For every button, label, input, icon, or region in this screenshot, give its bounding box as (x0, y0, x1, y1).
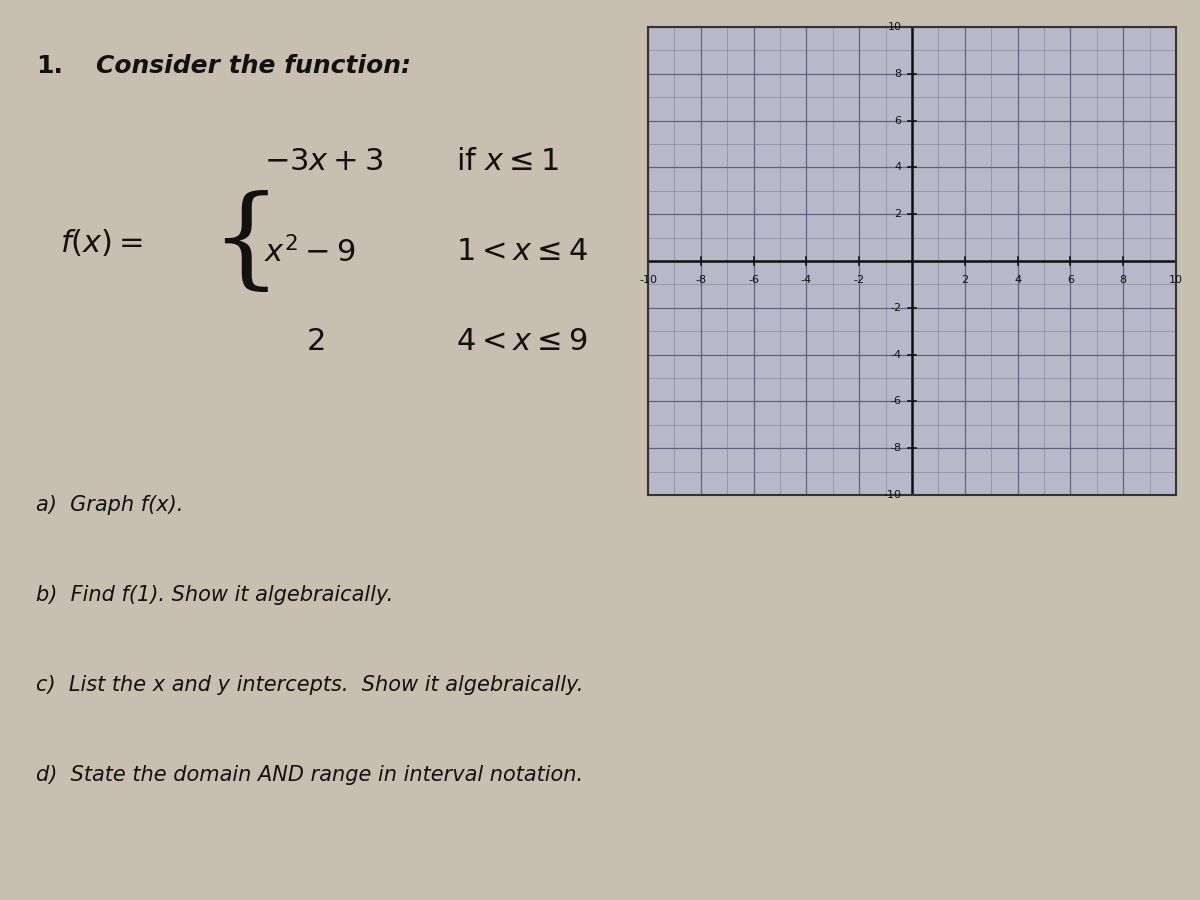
Text: a)  Graph f(x).: a) Graph f(x). (36, 495, 184, 515)
Text: $1<x\leq4$: $1<x\leq4$ (456, 238, 588, 266)
Text: 4: 4 (1014, 275, 1021, 285)
Text: -2: -2 (890, 302, 901, 313)
Text: 8: 8 (1120, 275, 1127, 285)
Text: $2$: $2$ (306, 328, 324, 356)
Text: c)  List the x and y intercepts.  Show it algebraically.: c) List the x and y intercepts. Show it … (36, 675, 583, 695)
Text: 10: 10 (888, 22, 901, 32)
Text: 1.: 1. (36, 54, 62, 78)
Text: -10: -10 (640, 275, 658, 285)
Text: -10: -10 (883, 490, 901, 500)
Text: 10: 10 (1169, 275, 1183, 285)
Text: -8: -8 (890, 443, 901, 454)
Text: -6: -6 (748, 275, 760, 285)
Text: -2: -2 (853, 275, 865, 285)
Text: -8: -8 (695, 275, 707, 285)
Text: d)  State the domain AND range in interval notation.: d) State the domain AND range in interva… (36, 765, 583, 785)
Text: $-3x+3$: $-3x+3$ (264, 148, 384, 176)
Text: -4: -4 (800, 275, 812, 285)
Text: if $x\leq1$: if $x\leq1$ (456, 148, 559, 176)
Text: -4: -4 (890, 349, 901, 360)
Text: 6: 6 (1067, 275, 1074, 285)
Text: 4: 4 (894, 162, 901, 173)
Text: 6: 6 (894, 115, 901, 126)
Text: b)  Find f(1). Show it algebraically.: b) Find f(1). Show it algebraically. (36, 585, 394, 605)
Text: $f(x)=$: $f(x)=$ (60, 228, 143, 258)
Text: Consider the function:: Consider the function: (96, 54, 410, 78)
Text: 8: 8 (894, 68, 901, 79)
Text: 2: 2 (961, 275, 968, 285)
Text: $4<x\leq9$: $4<x\leq9$ (456, 328, 588, 356)
Text: 2: 2 (894, 209, 901, 220)
Text: -6: -6 (890, 396, 901, 407)
Text: $x^2-9$: $x^2-9$ (264, 236, 355, 268)
Text: {: { (210, 190, 281, 296)
